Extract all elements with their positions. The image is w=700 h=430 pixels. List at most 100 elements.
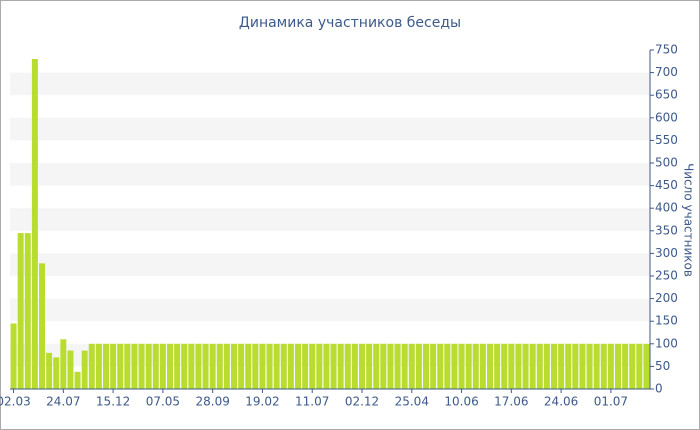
bar — [287, 343, 294, 389]
bar — [67, 350, 74, 389]
bar — [330, 343, 337, 389]
bar — [607, 343, 614, 389]
y-tick-label: 450 — [655, 178, 678, 192]
bar — [387, 343, 394, 389]
bar — [316, 343, 323, 389]
bar — [17, 233, 24, 389]
bar — [24, 233, 31, 389]
bar — [629, 343, 636, 389]
y-tick-label: 50 — [655, 359, 670, 373]
y-tick-label: 150 — [655, 314, 678, 328]
x-tick-label: 28.09 — [195, 395, 229, 409]
bar — [351, 343, 358, 389]
bar — [515, 343, 522, 389]
bar — [74, 371, 81, 389]
bar — [188, 343, 195, 389]
bar — [479, 343, 486, 389]
bar — [536, 343, 543, 389]
bar — [60, 339, 67, 389]
bar — [138, 343, 145, 389]
bar — [223, 343, 230, 389]
grid-stripe — [10, 208, 650, 231]
bar — [565, 343, 572, 389]
bar — [323, 343, 330, 389]
bar — [88, 343, 95, 389]
bar — [152, 343, 159, 389]
grid-stripe — [10, 298, 650, 322]
bar — [437, 343, 444, 389]
bar — [508, 343, 515, 389]
bar — [337, 343, 344, 389]
bar — [209, 343, 216, 389]
bar — [543, 343, 550, 389]
bar — [195, 343, 202, 389]
bar — [501, 343, 508, 389]
grid-stripe — [10, 117, 650, 141]
bar — [430, 343, 437, 389]
bar — [273, 343, 280, 389]
y-tick-label: 550 — [655, 133, 678, 147]
x-tick-label: 01.07 — [594, 395, 628, 409]
x-tick-label: 15.12 — [96, 395, 130, 409]
bar — [366, 343, 373, 389]
x-tick-label: 17.06 — [494, 395, 528, 409]
bar — [124, 343, 131, 389]
y-tick-label: 600 — [655, 110, 678, 124]
bar — [10, 323, 17, 389]
bar — [167, 343, 173, 389]
bar — [622, 343, 629, 389]
bar — [266, 343, 273, 389]
bar — [423, 343, 429, 389]
bar — [586, 343, 593, 389]
bar — [444, 343, 451, 389]
x-tick-label: 25.04 — [395, 395, 429, 409]
bar — [551, 343, 557, 389]
bar — [103, 343, 109, 389]
bar — [46, 352, 53, 389]
bar — [487, 343, 493, 389]
y-tick-label: 400 — [655, 201, 678, 215]
y-tick-label: 650 — [655, 88, 678, 102]
bar — [295, 343, 301, 389]
x-tick-label: 07.05 — [146, 395, 180, 409]
bar — [636, 343, 643, 389]
bar — [117, 343, 124, 389]
bar — [245, 343, 252, 389]
bar — [280, 343, 287, 389]
x-tick-label: 02.03 — [0, 395, 31, 409]
y-tick-label: 100 — [655, 336, 678, 350]
bar — [231, 343, 237, 389]
chart-title: Динамика участников беседы — [239, 15, 461, 31]
y-tick-label: 200 — [655, 291, 678, 305]
y-tick-label: 750 — [655, 43, 678, 57]
y-axis-label: Число участников — [682, 163, 696, 277]
x-tick-label: 24.06 — [544, 395, 578, 409]
bar — [401, 343, 408, 389]
grid-stripe — [10, 253, 650, 276]
bar — [259, 343, 266, 389]
bar — [615, 343, 621, 389]
grid-stripe — [10, 163, 650, 186]
bar — [494, 343, 501, 389]
bar — [593, 343, 600, 389]
bar — [95, 343, 102, 389]
grid-stripe — [10, 72, 650, 96]
y-tick-label: 700 — [655, 65, 678, 79]
bar — [309, 343, 316, 389]
x-tick-label: 10.06 — [444, 395, 478, 409]
bar — [558, 343, 565, 389]
bar — [380, 343, 387, 389]
bar — [451, 343, 458, 389]
y-tick-label: 350 — [655, 223, 678, 237]
bar — [529, 343, 536, 389]
bar — [600, 343, 607, 389]
bar — [202, 343, 209, 389]
bar — [579, 343, 586, 389]
bar — [39, 263, 45, 389]
x-tick-label: 02.12 — [345, 395, 379, 409]
bar — [522, 343, 529, 389]
y-tick-label: 300 — [655, 246, 678, 260]
bar — [159, 343, 166, 389]
x-tick-label: 24.07 — [46, 395, 80, 409]
